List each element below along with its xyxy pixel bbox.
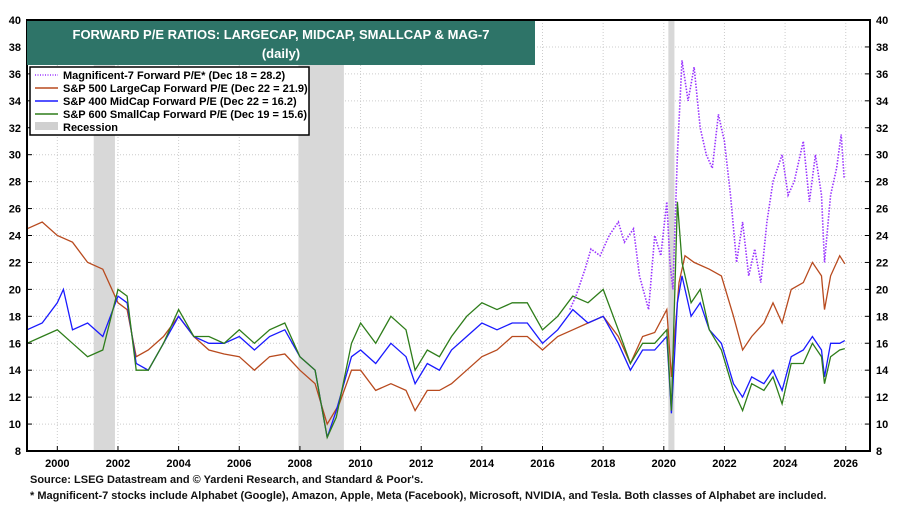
x-tick-label: 2022 xyxy=(712,458,736,470)
legend: Magnificent-7 Forward P/E* (Dec 18 = 28.… xyxy=(29,66,310,136)
legend-label-3: S&P 600 SmallCap Forward P/E (Dec 19 = 1… xyxy=(63,109,307,121)
source-note: Source: LSEG Datastream and © Yardeni Re… xyxy=(30,474,424,486)
y-tick-label-left: 12 xyxy=(9,392,21,404)
series-line-3 xyxy=(26,201,845,440)
series-line-0 xyxy=(569,60,845,310)
y-tick-label-left: 22 xyxy=(9,257,21,269)
title-box: FORWARD P/E RATIOS: LARGECAP, MIDCAP, SM… xyxy=(27,21,535,65)
y-tick-label-right: 36 xyxy=(876,69,888,81)
y-tick-label-left: 8 xyxy=(15,446,21,458)
y-tick-label-left: 34 xyxy=(9,96,22,108)
y-tick-label-left: 30 xyxy=(9,150,21,162)
legend-label-recession: Recession xyxy=(63,122,118,134)
legend-swatch-recession xyxy=(35,122,58,130)
series-line-1 xyxy=(26,221,846,426)
footnote: * Magnificent-7 stocks include Alphabet … xyxy=(30,490,827,502)
y-tick-label-right: 16 xyxy=(876,338,888,350)
x-tick-label: 2012 xyxy=(409,458,433,470)
chart-title: FORWARD P/E RATIOS: LARGECAP, MIDCAP, SM… xyxy=(73,27,490,42)
y-tick-label-left: 40 xyxy=(9,15,21,27)
y-tick-label-left: 26 xyxy=(9,204,21,216)
y-tick-label-right: 20 xyxy=(876,284,888,296)
y-tick-label-left: 36 xyxy=(9,69,21,81)
y-tick-label-right: 40 xyxy=(876,15,888,27)
x-tick-label: 2014 xyxy=(470,458,495,470)
x-tick-label: 2016 xyxy=(530,458,554,470)
y-tick-label-left: 32 xyxy=(9,123,21,135)
y-tick-label-right: 8 xyxy=(876,446,882,458)
legend-label-2: S&P 400 MidCap Forward P/E (Dec 22 = 16.… xyxy=(63,96,297,108)
y-tick-label-right: 10 xyxy=(876,419,888,431)
y-tick-label-right: 14 xyxy=(876,365,889,377)
y-tick-label-left: 18 xyxy=(9,311,21,323)
y-tick-label-left: 16 xyxy=(9,338,21,350)
y-tick-label-right: 26 xyxy=(876,204,888,216)
x-tick-label: 2024 xyxy=(773,458,798,470)
x-tick-label: 2020 xyxy=(652,458,676,470)
x-tick-label: 2000 xyxy=(45,458,69,470)
y-tick-label-left: 14 xyxy=(9,365,22,377)
x-tick-label: 2018 xyxy=(591,458,615,470)
y-tick-label-left: 38 xyxy=(9,42,21,54)
series-lines xyxy=(26,60,846,440)
legend-label-0: Magnificent-7 Forward P/E* (Dec 18 = 28.… xyxy=(63,70,286,82)
x-tick-label: 2004 xyxy=(166,458,191,470)
y-tick-label-right: 24 xyxy=(876,231,889,243)
series-line-2 xyxy=(26,275,846,438)
x-tick-label: 2010 xyxy=(348,458,372,470)
y-tick-label-left: 24 xyxy=(9,231,22,243)
recession-band xyxy=(668,20,675,451)
y-tick-label-right: 32 xyxy=(876,123,888,135)
legend-label-1: S&P 500 LargeCap Forward P/E (Dec 22 = 2… xyxy=(63,83,308,95)
y-tick-label-right: 18 xyxy=(876,311,888,323)
y-tick-label-left: 20 xyxy=(9,284,21,296)
y-tick-label-left: 10 xyxy=(9,419,21,431)
y-tick-label-right: 34 xyxy=(876,96,889,108)
x-tick-label: 2002 xyxy=(106,458,130,470)
x-tick-label: 2006 xyxy=(227,458,251,470)
chart-subtitle: (daily) xyxy=(262,46,300,61)
y-tick-label-right: 30 xyxy=(876,150,888,162)
y-tick-label-right: 12 xyxy=(876,392,888,404)
y-tick-label-right: 22 xyxy=(876,257,888,269)
y-tick-label-right: 28 xyxy=(876,177,888,189)
y-tick-label-left: 28 xyxy=(9,177,21,189)
y-tick-label-right: 38 xyxy=(876,42,888,54)
x-tick-label: 2008 xyxy=(288,458,312,470)
x-tick-label: 2026 xyxy=(833,458,857,470)
